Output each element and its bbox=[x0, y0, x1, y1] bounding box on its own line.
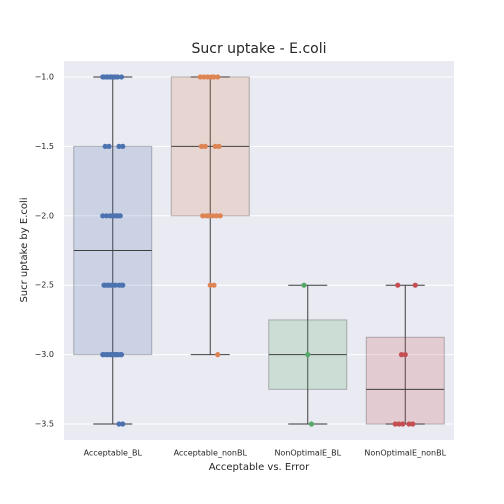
y-tick-label: −2.5 bbox=[35, 281, 54, 290]
point bbox=[410, 421, 416, 427]
point bbox=[106, 282, 112, 288]
point bbox=[111, 213, 117, 219]
point bbox=[105, 352, 111, 358]
x-tick-label: NonOptimalE_BL bbox=[274, 449, 341, 458]
point bbox=[108, 352, 115, 358]
point bbox=[115, 213, 121, 219]
point bbox=[400, 421, 406, 427]
point bbox=[106, 143, 112, 149]
point bbox=[101, 74, 107, 80]
point bbox=[200, 213, 206, 219]
point bbox=[308, 421, 315, 427]
x-tick-label: Acceptable_BL bbox=[84, 449, 143, 458]
point bbox=[116, 143, 122, 149]
point bbox=[118, 352, 125, 358]
point bbox=[205, 74, 211, 80]
point bbox=[215, 74, 221, 80]
point bbox=[412, 282, 418, 288]
point bbox=[120, 282, 126, 288]
point bbox=[210, 213, 216, 219]
point bbox=[396, 421, 402, 427]
y-tick-label: −1.5 bbox=[35, 142, 54, 151]
point bbox=[102, 282, 108, 288]
y-axis-label: Sucr uptake by E.coli bbox=[19, 197, 30, 302]
point bbox=[406, 421, 412, 427]
point bbox=[216, 143, 222, 149]
y-tick-label: −3.5 bbox=[35, 420, 54, 429]
point bbox=[107, 213, 113, 219]
box bbox=[365, 336, 445, 425]
point bbox=[395, 282, 401, 288]
point bbox=[201, 74, 207, 80]
point bbox=[108, 74, 115, 80]
point bbox=[207, 282, 213, 288]
point bbox=[100, 213, 106, 219]
point bbox=[215, 352, 221, 358]
point bbox=[118, 74, 125, 80]
point bbox=[213, 213, 220, 219]
point bbox=[110, 282, 116, 288]
point bbox=[301, 282, 307, 288]
x-tick-label: NonOptimalE_nonBL bbox=[364, 449, 446, 458]
point bbox=[211, 282, 217, 288]
point bbox=[116, 421, 122, 427]
y-tick-label: −2.0 bbox=[35, 211, 54, 220]
point bbox=[112, 74, 118, 80]
point bbox=[203, 213, 210, 219]
point bbox=[112, 352, 118, 358]
point bbox=[120, 421, 126, 427]
point bbox=[202, 143, 208, 149]
point bbox=[103, 213, 110, 219]
point bbox=[105, 74, 111, 80]
point bbox=[208, 74, 215, 80]
x-tick-label: Acceptable_nonBL bbox=[174, 449, 248, 458]
point bbox=[305, 352, 311, 358]
x-axis-label: Acceptable vs. Error bbox=[209, 462, 310, 473]
y-tick-label: −3.0 bbox=[35, 350, 54, 359]
y-tick-label: −1.0 bbox=[35, 72, 54, 81]
point bbox=[212, 143, 218, 149]
point bbox=[197, 74, 203, 80]
point bbox=[402, 352, 408, 358]
point bbox=[102, 143, 108, 149]
point bbox=[392, 421, 398, 427]
point bbox=[398, 352, 405, 358]
point bbox=[217, 213, 223, 219]
chart-title: Sucr uptake - E.coli bbox=[191, 41, 326, 57]
point bbox=[116, 282, 122, 288]
point bbox=[120, 143, 126, 149]
point bbox=[198, 143, 205, 149]
point bbox=[101, 352, 107, 358]
